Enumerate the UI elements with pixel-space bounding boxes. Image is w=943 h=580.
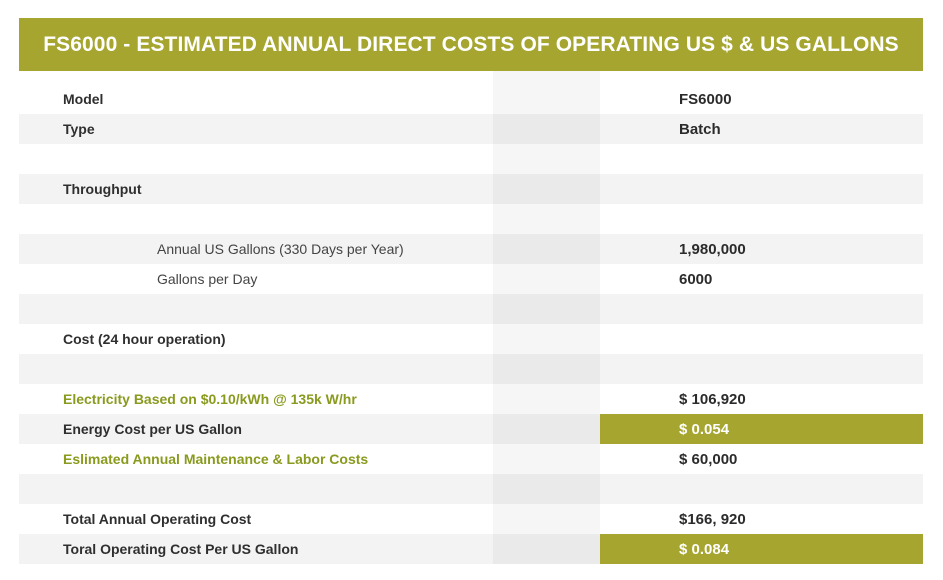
row-label-maintenance: Eslimated Annual Maintenance & Labor Cos… <box>63 451 369 467</box>
row-label-cost-section: Cost (24 hour operation) <box>63 331 226 347</box>
table-row-empty <box>19 354 923 384</box>
row-label-type: Type <box>63 121 95 137</box>
row-label-gallons-per-day: Gallons per Day <box>157 271 258 287</box>
row-value-type: Batch <box>679 120 721 138</box>
row-label-electricity: Electricity Based on $0.10/kWh @ 135k W/… <box>63 391 357 407</box>
row-label-throughput: Throughput <box>63 181 142 197</box>
row-label-energy-cost-per-gallon: Energy Cost per US Gallon <box>63 421 242 437</box>
row-value-electricity: $ 106,920 <box>679 390 746 408</box>
table-row: Gallons per Day 6000 <box>19 264 923 294</box>
row-value-model: FS6000 <box>679 90 732 108</box>
cost-table: Model FS6000 Type Batch Throughput Annua… <box>19 84 923 564</box>
table-row: Annual US Gallons (330 Days per Year) 1,… <box>19 234 923 264</box>
table-row: Model FS6000 <box>19 84 923 114</box>
table-row: Eslimated Annual Maintenance & Labor Cos… <box>19 444 923 474</box>
row-value-maintenance: $ 60,000 <box>679 450 738 468</box>
table-row-empty <box>19 204 923 234</box>
table-row-empty <box>19 144 923 174</box>
table-row: Total Annual Operating Cost $166, 920 <box>19 504 923 534</box>
table-row-empty <box>19 294 923 324</box>
table-row-empty <box>19 474 923 504</box>
table-row: Throughput <box>19 174 923 204</box>
row-label-total-per-gallon: Toral Operating Cost Per US Gallon <box>63 541 299 557</box>
row-value-total-annual: $166, 920 <box>679 510 746 528</box>
row-label-total-annual: Total Annual Operating Cost <box>63 511 252 527</box>
table-row: Energy Cost per US Gallon $ 0.054 <box>19 414 923 444</box>
row-label-model: Model <box>63 91 104 107</box>
table-row: Electricity Based on $0.10/kWh @ 135k W/… <box>19 384 923 414</box>
table-row: Toral Operating Cost Per US Gallon $ 0.0… <box>19 534 923 564</box>
row-value-energy-cost-per-gallon: $ 0.054 <box>600 414 923 444</box>
row-value-gallons-per-day: 6000 <box>679 270 713 288</box>
row-value-total-per-gallon: $ 0.084 <box>600 534 923 564</box>
table-row: Type Batch <box>19 114 923 144</box>
table-row: Cost (24 hour operation) <box>19 324 923 354</box>
table-title: FS6000 - ESTIMATED ANNUAL DIRECT COSTS O… <box>19 18 923 71</box>
row-value-annual-gallons: 1,980,000 <box>679 240 746 258</box>
row-label-annual-gallons: Annual US Gallons (330 Days per Year) <box>157 241 404 257</box>
